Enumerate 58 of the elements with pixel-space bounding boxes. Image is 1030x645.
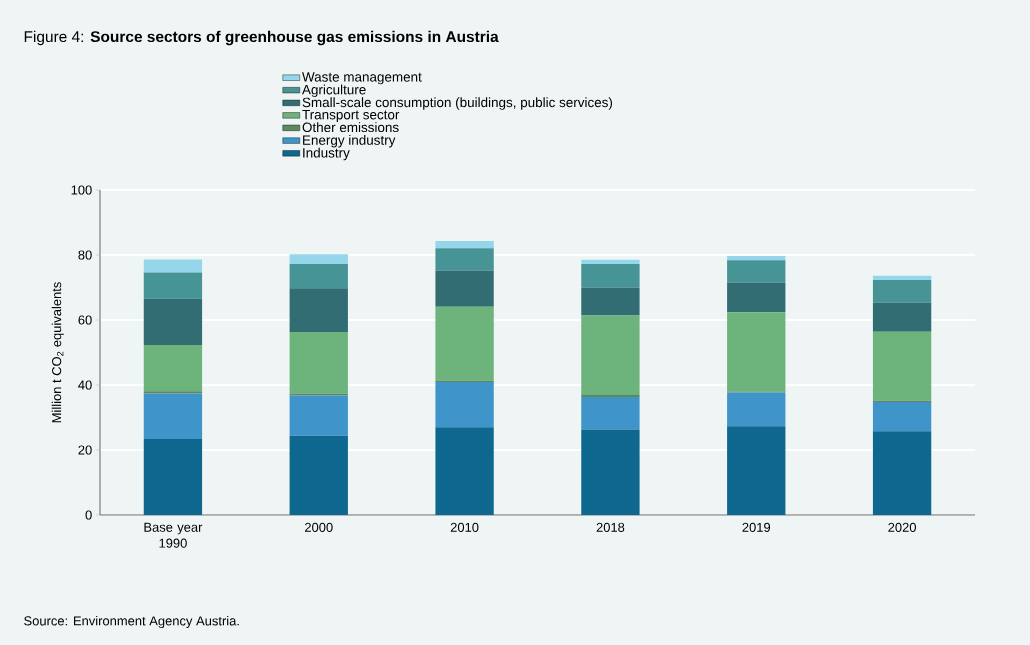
chart-title: Figure 4: Source sectors of greenhouse gas emissions in Austria bbox=[24, 30, 499, 46]
bar bbox=[143, 393, 203, 439]
bar bbox=[435, 306, 494, 381]
x-tick-label: 2020 bbox=[888, 522, 916, 532]
bar bbox=[143, 438, 203, 515]
bar bbox=[143, 272, 203, 299]
bar bbox=[872, 280, 932, 303]
x-tick-label: 2010 bbox=[450, 522, 479, 532]
legend-label: Agriculture bbox=[302, 84, 366, 98]
bar bbox=[727, 282, 786, 313]
legend-label: Small-scale consumption (buildings, public services) bbox=[302, 97, 613, 110]
bar bbox=[143, 298, 203, 346]
x-tick-label: 2018 bbox=[596, 522, 625, 532]
bar bbox=[435, 382, 494, 428]
bar bbox=[872, 275, 932, 281]
bar bbox=[581, 259, 640, 265]
bar bbox=[435, 270, 494, 307]
bar bbox=[872, 431, 932, 515]
y-tick-label: 20 bbox=[78, 445, 92, 455]
bar bbox=[727, 312, 786, 392]
bar bbox=[872, 331, 932, 401]
legend-label: Energy industry bbox=[303, 134, 396, 148]
bar bbox=[727, 392, 786, 427]
legend-label: Industry bbox=[303, 147, 350, 161]
bar bbox=[581, 315, 640, 396]
bar bbox=[143, 259, 203, 273]
bar bbox=[435, 427, 494, 515]
bar bbox=[435, 241, 494, 249]
legend-label: Other emissions bbox=[302, 122, 399, 133]
bar bbox=[872, 302, 932, 332]
y-axis-title: Million t CO$_{2}$ equivalents bbox=[51, 282, 64, 423]
bar bbox=[289, 435, 348, 515]
x-tick-label: Base year 1990 bbox=[144, 522, 203, 548]
bar bbox=[289, 395, 348, 436]
bar bbox=[581, 287, 640, 316]
legend-label: Waste management bbox=[302, 72, 422, 85]
y-tick-label: 60 bbox=[78, 315, 92, 325]
x-tick-label: 2000 bbox=[305, 522, 333, 532]
bar bbox=[289, 288, 348, 333]
y-tick-label: 0 bbox=[85, 510, 92, 520]
bar bbox=[727, 260, 786, 283]
bar bbox=[872, 401, 932, 432]
bar bbox=[435, 248, 494, 271]
bar bbox=[289, 264, 348, 289]
bar bbox=[727, 426, 786, 515]
legend-label: Transport sector bbox=[302, 110, 400, 123]
y-tick-label: 80 bbox=[78, 250, 92, 260]
bar bbox=[289, 332, 348, 394]
bar bbox=[581, 397, 640, 430]
bar bbox=[289, 254, 348, 265]
y-tick-label: 40 bbox=[78, 380, 92, 390]
y-tick-label: 100 bbox=[71, 185, 92, 195]
bar bbox=[581, 429, 640, 515]
x-tick-label: 2019 bbox=[742, 522, 771, 532]
bar bbox=[581, 264, 640, 288]
bar bbox=[727, 255, 786, 261]
bar bbox=[143, 345, 203, 392]
source-note: Source: Environment Agency Austria. bbox=[24, 615, 239, 629]
